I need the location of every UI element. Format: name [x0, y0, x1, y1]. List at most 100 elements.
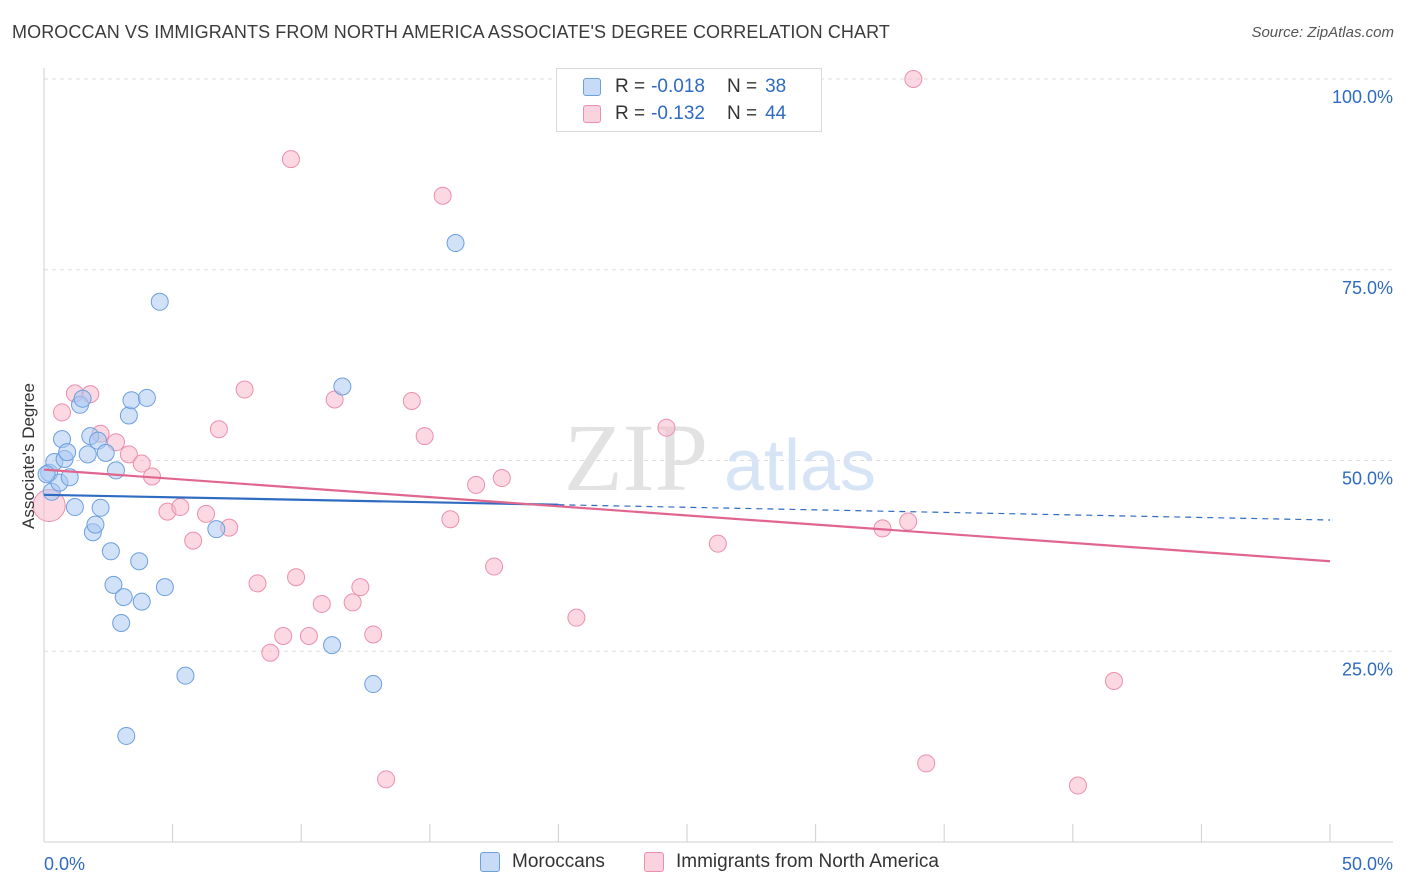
- point-immigrants: [248, 574, 267, 593]
- point-immigrants: [261, 643, 280, 662]
- legend-n-value: 38: [765, 76, 787, 97]
- y-tick-label: 25.0%: [1342, 659, 1393, 679]
- legend-swatch-blue: [480, 852, 500, 872]
- point-moroccans: [207, 520, 226, 539]
- point-immigrants: [343, 593, 362, 612]
- y-tick-label: 100.0%: [1332, 87, 1393, 107]
- point-moroccans: [137, 388, 156, 407]
- point-moroccans: [176, 666, 195, 685]
- point-immigrants: [917, 754, 936, 773]
- legend-n-label: N =: [726, 103, 758, 124]
- legend-swatch-blue: [583, 78, 601, 96]
- point-moroccans: [78, 445, 97, 464]
- points-immigrants-north-america: [32, 70, 1123, 795]
- grid-lines: [44, 78, 1393, 652]
- point-moroccans: [91, 498, 110, 517]
- point-immigrants: [657, 418, 676, 437]
- point-moroccans: [104, 575, 123, 594]
- point-immigrants: [287, 568, 306, 587]
- point-moroccans: [112, 614, 131, 633]
- legend-swatch-pink: [583, 105, 601, 123]
- y-tick-label: 75.0%: [1342, 278, 1393, 298]
- point-moroccans: [107, 461, 126, 480]
- source-label: Source: ZipAtlas.com: [1251, 24, 1394, 41]
- point-moroccans: [96, 443, 115, 462]
- point-immigrants: [299, 626, 318, 645]
- point-immigrants: [119, 445, 138, 464]
- point-immigrants: [209, 420, 228, 439]
- point-immigrants: [312, 594, 331, 613]
- point-moroccans: [446, 234, 465, 253]
- point-immigrants: [171, 498, 190, 517]
- point-immigrants: [492, 469, 511, 488]
- point-immigrants: [281, 150, 300, 169]
- point-moroccans: [117, 726, 136, 745]
- point-immigrants: [132, 454, 151, 473]
- point-moroccans: [333, 377, 352, 396]
- point-moroccans: [114, 588, 133, 607]
- point-immigrants: [235, 380, 254, 399]
- point-moroccans: [150, 292, 169, 311]
- legend-n-label: N =: [726, 76, 758, 97]
- point-immigrants: [433, 186, 452, 205]
- trend-line-moroccans: [43, 493, 559, 506]
- axes: 100.0% 75.0% 50.0% 25.0%: [43, 68, 1393, 843]
- series-legend: Moroccans Immigrants from North America: [0, 851, 1406, 877]
- stats-legend: R = -0.018 N = 38 R = -0.132 N = 44: [556, 68, 822, 132]
- point-immigrants: [441, 510, 460, 529]
- point-immigrants: [567, 608, 586, 627]
- legend-r-value: -0.132: [651, 103, 705, 124]
- point-moroccans: [60, 468, 79, 487]
- point-immigrants: [904, 70, 923, 88]
- legend-swatch-pink: [644, 852, 664, 872]
- legend-row-moroccans: R = -0.018 N = 38: [583, 75, 786, 99]
- point-moroccans: [73, 389, 92, 408]
- point-immigrants: [1068, 776, 1087, 795]
- x-tick-max: 50.0%: [1342, 854, 1393, 874]
- legend-n-value: 44: [765, 103, 787, 124]
- point-immigrants: [415, 427, 434, 446]
- point-immigrants: [364, 625, 383, 644]
- legend-r-label: R =: [615, 103, 646, 124]
- x-tick-min: 0.0%: [44, 854, 85, 874]
- watermark: ZIP atlas: [564, 404, 876, 511]
- watermark-atlas: atlas: [724, 426, 876, 506]
- point-moroccans: [155, 578, 174, 597]
- point-moroccans: [86, 515, 105, 534]
- point-immigrants: [184, 531, 203, 550]
- point-immigrants: [1104, 672, 1123, 691]
- trend-lines: [43, 468, 1331, 563]
- legend-row-immigrants: R = -0.132 N = 44: [583, 102, 786, 126]
- chart-title: MOROCCAN VS IMMIGRANTS FROM NORTH AMERIC…: [12, 22, 891, 42]
- point-immigrants: [53, 403, 72, 422]
- point-immigrants: [377, 770, 396, 789]
- point-immigrants: [351, 578, 370, 597]
- trend-line-moroccans-extension: [558, 504, 1331, 521]
- point-immigrants: [402, 391, 421, 410]
- legend-label-immigrants: Immigrants from North America: [676, 851, 939, 872]
- watermark-zip: ZIP: [564, 404, 708, 511]
- point-moroccans: [130, 552, 149, 571]
- legend-item-immigrants[interactable]: Immigrants from North America: [644, 851, 939, 873]
- point-immigrants: [708, 534, 727, 553]
- legend-label-moroccans: Moroccans: [512, 851, 605, 872]
- point-moroccans: [65, 498, 84, 517]
- point-moroccans: [58, 443, 77, 462]
- legend-r-value: -0.018: [651, 76, 705, 97]
- legend-r-label: R =: [615, 76, 646, 97]
- point-immigrants: [274, 626, 293, 645]
- y-tick-label: 50.0%: [1342, 469, 1393, 489]
- point-immigrants: [197, 504, 216, 523]
- point-immigrants: [899, 512, 918, 531]
- point-moroccans: [122, 391, 141, 410]
- point-moroccans: [119, 406, 138, 425]
- legend-item-moroccans[interactable]: Moroccans: [480, 851, 605, 873]
- trend-line-immigrants: [43, 468, 1331, 563]
- point-immigrants: [467, 475, 486, 494]
- point-moroccans: [101, 542, 120, 561]
- point-moroccans: [323, 636, 342, 655]
- point-immigrants: [485, 557, 504, 576]
- y-axis-label: Associate's Degree: [19, 383, 38, 529]
- points-moroccans: [37, 234, 465, 745]
